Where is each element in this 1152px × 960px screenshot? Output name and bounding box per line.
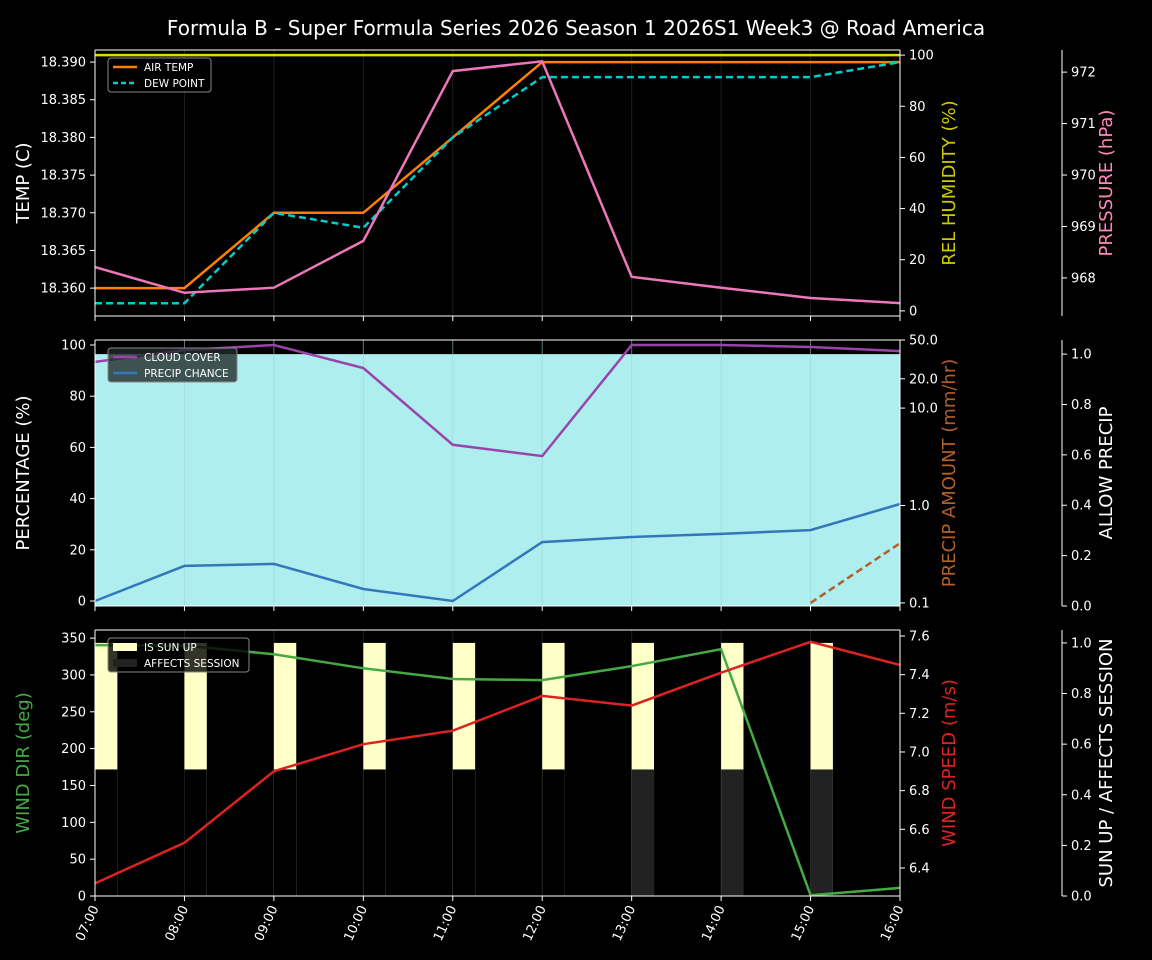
- right2-tick-label: 971: [1071, 117, 1096, 132]
- series-line-air-temp: [95, 60, 900, 290]
- right-tick-label: 20.0: [909, 372, 938, 387]
- right2-tick-label: 0.4: [1071, 788, 1092, 803]
- allow-precip-area: [95, 354, 900, 606]
- legend: IS SUN UP AFFECTS SESSION: [107, 637, 250, 673]
- series-line-precip-chance: [94, 502, 901, 603]
- right2-tick-label: 968: [1071, 271, 1096, 286]
- chart-title: Formula B - Super Formula Series 2026 Se…: [167, 16, 985, 40]
- right-tick-label: 0.1: [909, 596, 930, 611]
- right-tick-label: 1.0: [909, 499, 930, 514]
- right2-tick-label: 0.6: [1071, 738, 1092, 753]
- right2-tick-label: 970: [1071, 169, 1096, 184]
- legend-box: [107, 347, 238, 383]
- right-tick-label: 6.6: [909, 823, 930, 838]
- legend-swatch: [113, 643, 137, 651]
- affects-session-bar: [452, 769, 476, 896]
- left-tick-label: 0: [78, 890, 86, 905]
- left-tick-label: 18.365: [41, 244, 87, 259]
- legend-label: AIR TEMP: [144, 62, 193, 74]
- series-line-pressure-hpa-: [94, 59, 901, 305]
- left-tick-label: 150: [61, 779, 86, 794]
- legend-swatch: [113, 659, 137, 667]
- right2-tick-label: 0.2: [1071, 549, 1092, 564]
- panel-middle: 0 20 40 60 80 100 PERCENTAGE (%) 0.1 1.0 10.0 20.0…: [13, 334, 1117, 615]
- panel-top: 18.360 18.365 18.370 18.375 18.380 18.385 18.3…: [13, 49, 1117, 321]
- legend-label: AFFECTS SESSION: [144, 658, 240, 670]
- series-line-wind-speed-m-s-: [94, 640, 901, 885]
- right-tick-label: 80: [909, 100, 926, 115]
- right2-axis-label: ALLOW PRECIP: [1096, 406, 1117, 539]
- right2-tick-label: 969: [1071, 220, 1096, 235]
- left-tick-label: 200: [61, 742, 86, 757]
- right-tick-label: 6.8: [909, 784, 930, 799]
- affects-session-bar: [542, 769, 565, 896]
- legend: CLOUD COVER PRECIP CHANCE: [107, 347, 238, 383]
- legend-label: IS SUN UP: [144, 642, 197, 654]
- left-tick-label: 18.380: [41, 131, 87, 146]
- right-axis-label: PRECIP AMOUNT (mm/hr): [939, 359, 960, 588]
- right-tick-label: 7.4: [909, 668, 930, 683]
- left-tick-label: 20: [69, 543, 86, 558]
- left-axis-label: WIND DIR (deg): [13, 692, 34, 834]
- right-tick-label: 60: [909, 151, 926, 166]
- left-tick-label: 100: [61, 816, 86, 831]
- right-tick-label: 7.6: [909, 629, 930, 644]
- left-tick-label: 250: [61, 705, 86, 720]
- right2-tick-label: 0.0: [1071, 890, 1092, 905]
- right2-tick-label: 0.6: [1071, 448, 1092, 463]
- affects-session-bar: [273, 769, 297, 896]
- right-tick-label: 20: [909, 253, 926, 268]
- affects-session-bar: [810, 769, 833, 896]
- left-tick-label: 18.385: [41, 93, 87, 108]
- left-tick-label: 40: [69, 492, 86, 507]
- right2-tick-label: 0.4: [1071, 499, 1092, 514]
- right-tick-label: 10.0: [909, 402, 938, 417]
- left-tick-label: 18.390: [41, 56, 87, 71]
- left-axis-label: PERCENTAGE (%): [13, 395, 34, 550]
- left-tick-label: 300: [61, 668, 86, 683]
- left-tick-label: 80: [69, 390, 86, 405]
- right-tick-label: 7.0: [909, 745, 930, 760]
- right-tick-label: 100: [909, 49, 934, 64]
- left-tick-label: 18.360: [41, 282, 87, 297]
- right-tick-label: 7.2: [909, 707, 930, 722]
- left-axis-label: TEMP (C): [13, 142, 34, 224]
- right-axis-label: WIND SPEED (m/s): [939, 679, 960, 847]
- panel-bottom: 0 50 100 150 200 250 300 350 WIND DIR (deg) 6.4 6.…: [13, 629, 1117, 904]
- right2-axis-label: SUN UP / AFFECTS SESSION: [1096, 638, 1117, 887]
- affects-session-bar: [95, 769, 118, 896]
- right2-tick-label: 1.0: [1071, 348, 1092, 363]
- right-axis-label: REL HUMIDITY (%): [939, 100, 960, 265]
- left-tick-label: 350: [61, 632, 86, 647]
- right2-axis-label: PRESSURE (hPa): [1096, 110, 1117, 257]
- legend-box: [107, 637, 250, 673]
- affects-session-bar: [363, 769, 386, 896]
- right2-tick-label: 1.0: [1071, 636, 1092, 651]
- left-tick-label: 18.375: [41, 169, 87, 184]
- right-tick-label: 0: [909, 304, 917, 319]
- series-line-precip-amount-mm-hr-: [809, 542, 901, 604]
- legend-label: CLOUD COVER: [144, 352, 221, 364]
- affects-session-bar: [900, 769, 923, 896]
- right2-tick-label: 0.2: [1071, 839, 1092, 854]
- left-tick-label: 50: [69, 853, 86, 868]
- legend-label: PRECIP CHANCE: [144, 368, 229, 380]
- right2-tick-label: 0.0: [1071, 600, 1092, 615]
- left-tick-label: 0: [78, 595, 86, 610]
- series-line-dew-point: [95, 60, 901, 305]
- legend-label: DEW POINT: [144, 78, 205, 90]
- right2-tick-label: 0.8: [1071, 398, 1092, 413]
- right-tick-label: 50.0: [909, 334, 938, 349]
- legend: AIR TEMP DEW POINT: [107, 57, 212, 93]
- left-tick-label: 60: [69, 441, 86, 456]
- right2-tick-label: 0.8: [1071, 687, 1092, 702]
- affects-session-bar: [721, 769, 744, 896]
- right2-tick-label: 972: [1071, 66, 1096, 81]
- left-tick-label: 100: [61, 338, 86, 353]
- right-tick-label: 40: [909, 202, 926, 217]
- affects-session-bar: [631, 769, 655, 896]
- right-tick-label: 6.4: [909, 861, 930, 876]
- left-tick-label: 18.370: [41, 206, 87, 221]
